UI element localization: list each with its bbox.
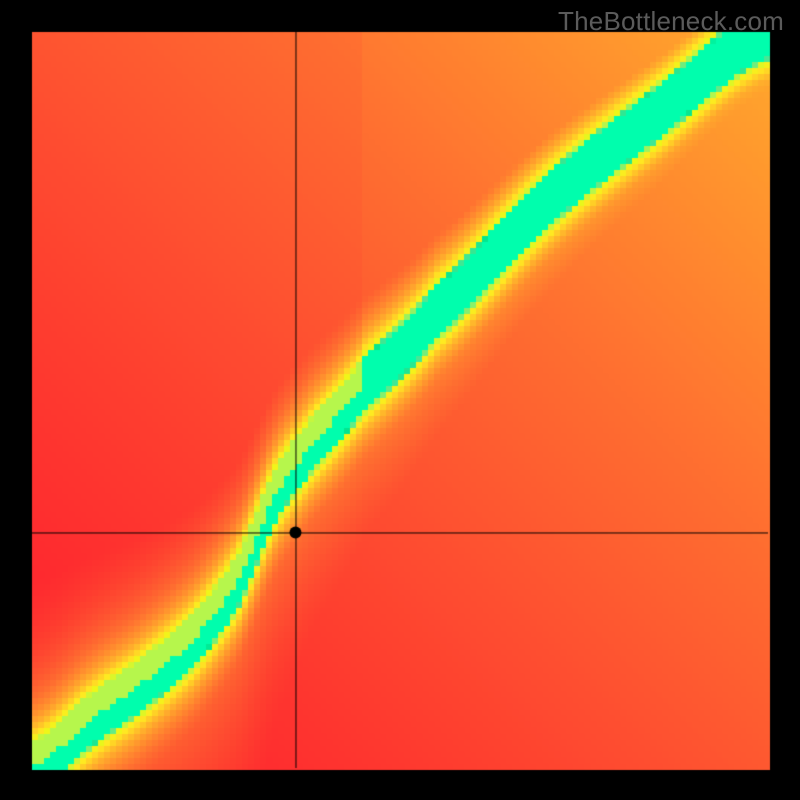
heatmap-canvas: [0, 0, 800, 800]
chart-stage: TheBottleneck.com: [0, 0, 800, 800]
